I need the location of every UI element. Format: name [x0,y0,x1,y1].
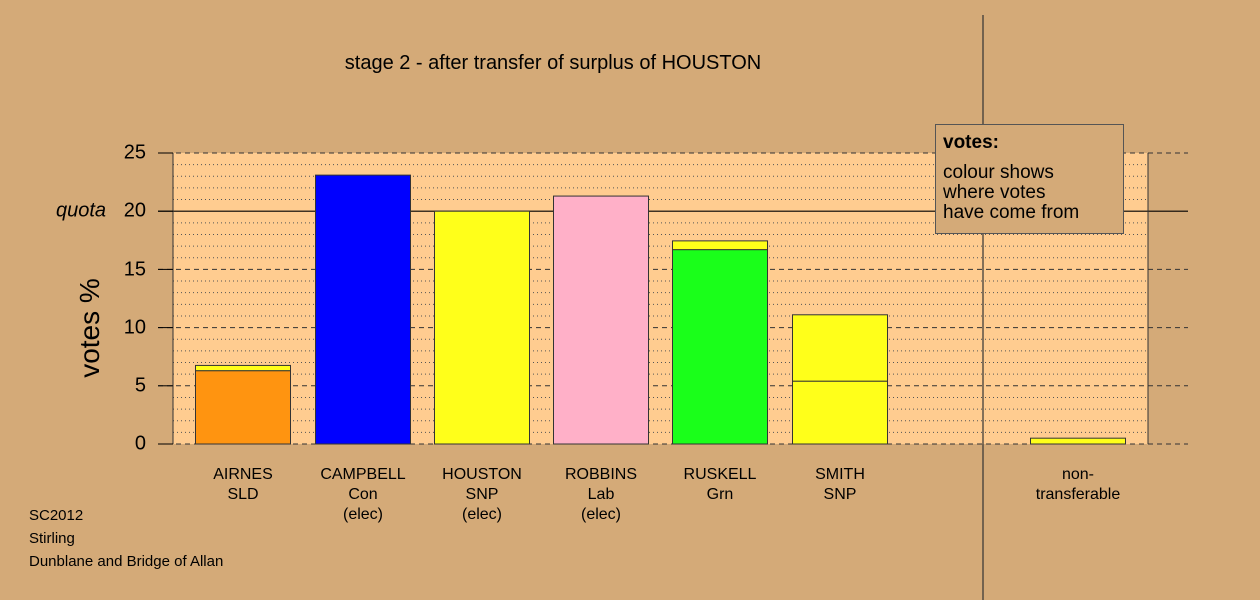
category-name: AIRNES [213,466,273,483]
legend-text-line: where votes [943,182,1046,203]
legend-title: votes: [943,132,999,153]
legend-box: votes: colour shows where votes have com… [935,124,1124,234]
footer-election: SC2012 [29,507,84,524]
y-axis-label: votes % [74,278,105,378]
y-tick-label: 15 [123,258,146,281]
category-name-cont: transferable [1035,486,1121,503]
category-name: RUSKELL [683,466,757,483]
y-tick-label: 10 [123,316,146,339]
bar-segment [553,195,649,445]
category-label-robbins: ROBBINS Lab (elec) [546,465,656,525]
category-status: (elec) [461,506,502,523]
bar-segment [315,174,411,445]
y-tick-label: 25 [123,141,146,164]
legend-text-line: colour shows [943,162,1054,183]
category-status: (elec) [580,506,621,523]
bar-segment [434,210,530,445]
category-name: CAMPBELL [320,466,406,483]
footer-council: Stirling [29,530,75,547]
footer-ward: Dunblane and Bridge of Allan [29,553,224,570]
category-party: Lab [587,486,615,503]
bar-segment [792,380,888,445]
category-status: (elec) [342,506,383,523]
category-name: ROBBINS [564,466,637,483]
category-label-non-transferable: non- transferable [1023,465,1133,505]
category-name: SMITH [815,466,865,483]
category-label-ruskell: RUSKELL Grn [665,465,775,505]
y-tick-label: 5 [134,374,146,397]
category-label-houston: HOUSTON SNP (elec) [427,465,537,525]
bar-segment [195,364,291,372]
category-party: Grn [706,486,734,503]
category-name: non- [1061,466,1095,483]
category-party: SLD [227,486,259,503]
category-label-smith: SMITH SNP [785,465,895,505]
bar-segment [792,314,888,382]
category-label-airnes: AIRNES SLD [188,465,298,505]
chart-title: stage 2 - after transfer of surplus of H… [344,52,762,74]
y-tick-label: 20 [123,199,146,222]
legend-text-line: have come from [943,202,1080,223]
y-tick-label: 0 [134,432,146,455]
quota-label: quota [56,199,107,222]
category-party: SNP [465,486,499,503]
category-party: Con [348,486,378,503]
bar-segment [1030,437,1126,445]
bar-segment [672,240,768,251]
bar-segment [672,249,768,445]
category-name: HOUSTON [442,466,522,483]
bar-segment [195,370,291,445]
category-party: SNP [823,486,857,503]
category-label-campbell: CAMPBELL Con (elec) [308,465,418,525]
